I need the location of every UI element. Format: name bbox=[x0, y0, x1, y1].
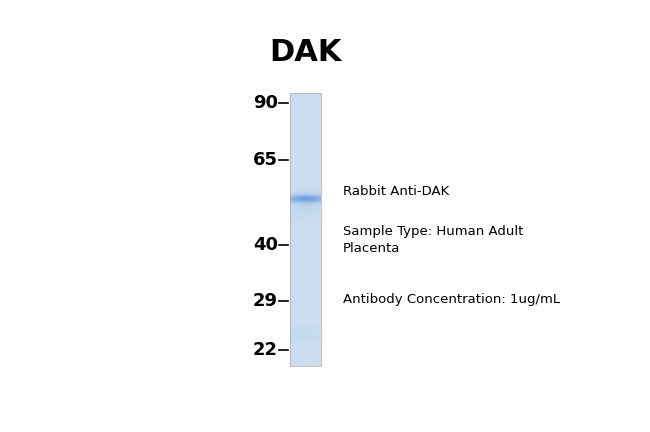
Text: DAK: DAK bbox=[269, 38, 342, 67]
Text: Antibody Concentration: 1ug/mL: Antibody Concentration: 1ug/mL bbox=[343, 293, 560, 306]
Text: 40: 40 bbox=[253, 236, 278, 254]
Text: 29: 29 bbox=[253, 292, 278, 310]
Bar bbox=[291, 93, 320, 366]
Text: Sample Type: Human Adult
Placenta: Sample Type: Human Adult Placenta bbox=[343, 225, 524, 255]
Text: 22: 22 bbox=[253, 341, 278, 359]
Text: 65: 65 bbox=[253, 151, 278, 169]
Text: Rabbit Anti-DAK: Rabbit Anti-DAK bbox=[343, 185, 449, 198]
Text: 90: 90 bbox=[253, 94, 278, 112]
